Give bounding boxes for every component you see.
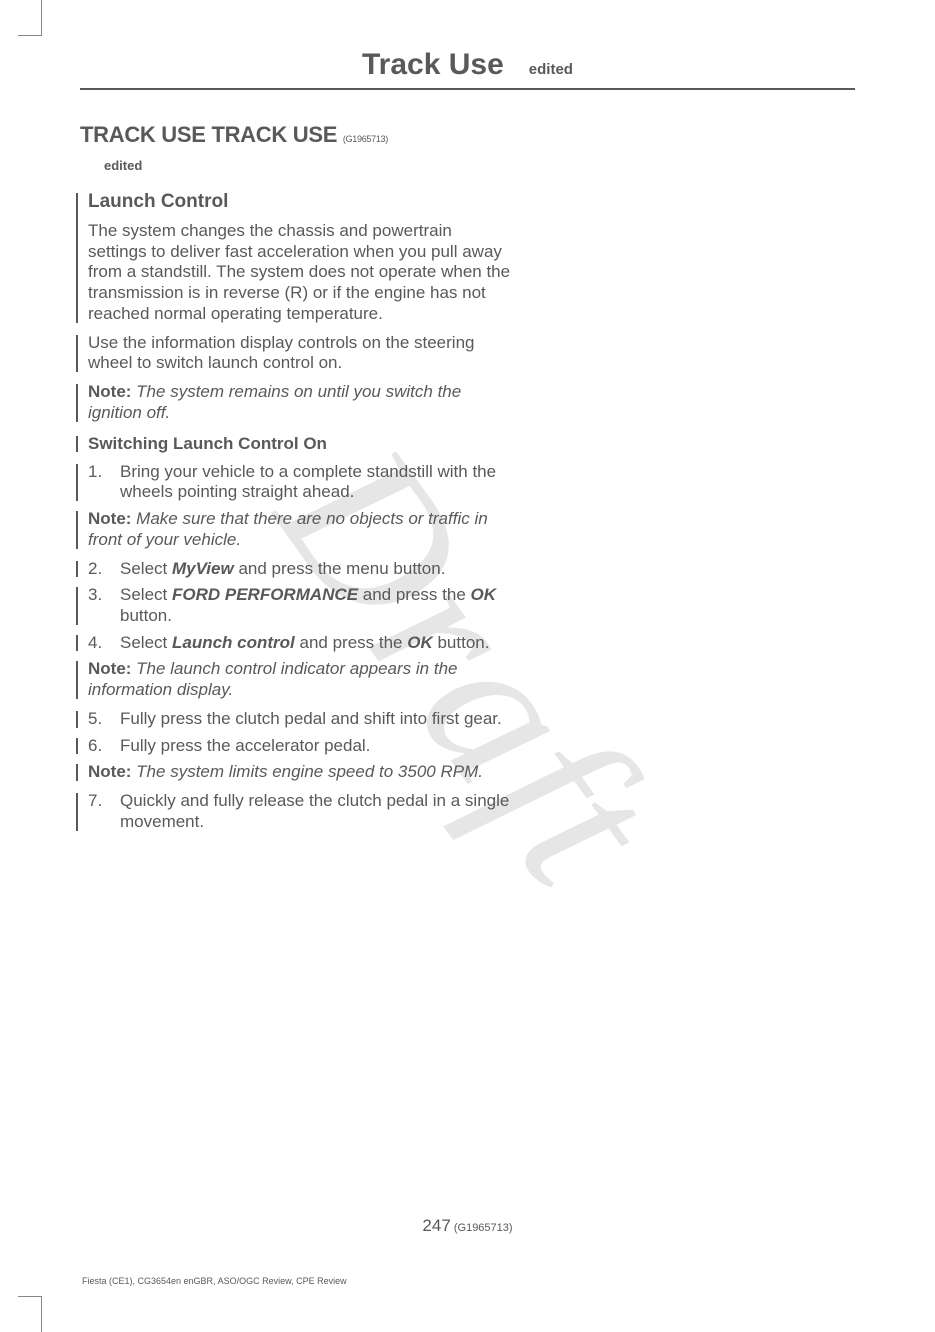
header-sub: edited	[529, 61, 573, 78]
page-number-code: (G1965713)	[451, 1222, 513, 1234]
changed-block-9: Select Launch control and press the OK b…	[80, 633, 512, 654]
t: and press the menu button.	[234, 559, 446, 578]
t: Select	[120, 559, 172, 578]
ok-label: OK	[407, 633, 433, 652]
note-4: Note: The system limits engine speed to …	[88, 762, 512, 783]
changed-block-10: Note: The launch control indicator appea…	[80, 659, 512, 700]
note-text: The launch control indicator appears in …	[88, 659, 457, 699]
step-list-7: Quickly and fully release the clutch ped…	[88, 791, 512, 832]
step-list-1: Bring your vehicle to a complete standst…	[88, 462, 512, 503]
changed-block-3: Note: The system remains on until you sw…	[80, 382, 512, 423]
note-text: The system remains on until you switch t…	[88, 382, 461, 422]
edited-tag: edited	[104, 158, 512, 173]
note-label: Note:	[88, 659, 131, 678]
header-title-text: Track Use	[362, 48, 504, 81]
step-2: Select MyView and press the menu button.	[88, 559, 512, 580]
header-rule: Track Use edited	[80, 48, 855, 90]
note-label: Note:	[88, 509, 131, 528]
step-list-5: Fully press the clutch pedal and shift i…	[88, 709, 512, 730]
crop-mark-bottom-left	[18, 1296, 42, 1332]
changed-block-13: Note: The system limits engine speed to …	[80, 762, 512, 783]
page-number-value: 247	[422, 1216, 450, 1235]
changed-block-4: Switching Launch Control On	[80, 434, 512, 454]
note-text: Make sure that there are no objects or t…	[88, 509, 488, 549]
note-label: Note:	[88, 382, 131, 401]
changed-block-7: Select MyView and press the menu button.	[80, 559, 512, 580]
t: Select	[120, 585, 172, 604]
page-content: Track Use edited TRACK USE TRACK USE (G1…	[0, 0, 935, 879]
ford-performance-label: FORD PERFORMANCE	[172, 585, 358, 604]
section-title-text: TRACK USE TRACK USE	[80, 122, 337, 147]
note-label: Note:	[88, 762, 131, 781]
t: Select	[120, 633, 172, 652]
ok-label: OK	[471, 585, 497, 604]
launch-control-heading: Launch Control	[88, 191, 512, 213]
step-6: Fully press the accelerator pedal.	[88, 736, 512, 757]
changed-block-6: Note: Make sure that there are no object…	[80, 509, 512, 550]
section-code: (G1965713)	[343, 134, 388, 144]
t: and press the	[358, 585, 470, 604]
step-list-6: Fully press the accelerator pedal.	[88, 736, 512, 757]
note-3: Note: The launch control indicator appea…	[88, 659, 512, 700]
changed-block-14: Quickly and fully release the clutch ped…	[80, 791, 512, 832]
switching-heading: Switching Launch Control On	[88, 434, 512, 454]
content-column: TRACK USE TRACK USE (G1965713) edited La…	[80, 122, 512, 833]
footer-text: Fiesta (CE1), CG3654en enGBR, ASO/OGC Re…	[82, 1276, 347, 1286]
step-7: Quickly and fully release the clutch ped…	[88, 791, 512, 832]
changed-block-2: Use the information display controls on …	[80, 333, 512, 374]
note-2: Note: Make sure that there are no object…	[88, 509, 512, 550]
page-header-title: Track Use edited	[80, 48, 855, 82]
myview-label: MyView	[172, 559, 234, 578]
section-title: TRACK USE TRACK USE (G1965713)	[80, 122, 512, 148]
note-1: Note: The system remains on until you sw…	[88, 382, 512, 423]
step-4: Select Launch control and press the OK b…	[88, 633, 512, 654]
para-2: Use the information display controls on …	[88, 333, 512, 374]
step-list-4: Select Launch control and press the OK b…	[88, 633, 512, 654]
step-3: Select FORD PERFORMANCE and press the OK…	[88, 585, 512, 626]
changed-block-12: Fully press the accelerator pedal.	[80, 736, 512, 757]
step-5: Fully press the clutch pedal and shift i…	[88, 709, 512, 730]
t: button.	[120, 606, 172, 625]
page-number: 247 (G1965713)	[0, 1216, 935, 1236]
t: and press the	[295, 633, 407, 652]
step-1: Bring your vehicle to a complete standst…	[88, 462, 512, 503]
changed-block-8: Select FORD PERFORMANCE and press the OK…	[80, 585, 512, 626]
changed-block-11: Fully press the clutch pedal and shift i…	[80, 709, 512, 730]
changed-block-5: Bring your vehicle to a complete standst…	[80, 462, 512, 503]
t: button.	[433, 633, 490, 652]
step-list-2: Select MyView and press the menu button.	[88, 559, 512, 580]
para-1: The system changes the chassis and power…	[88, 221, 512, 325]
launch-control-label: Launch control	[172, 633, 295, 652]
step-list-3: Select FORD PERFORMANCE and press the OK…	[88, 585, 512, 626]
changed-block-1: Launch Control The system changes the ch…	[80, 191, 512, 325]
note-text: The system limits engine speed to 3500 R…	[131, 762, 483, 781]
